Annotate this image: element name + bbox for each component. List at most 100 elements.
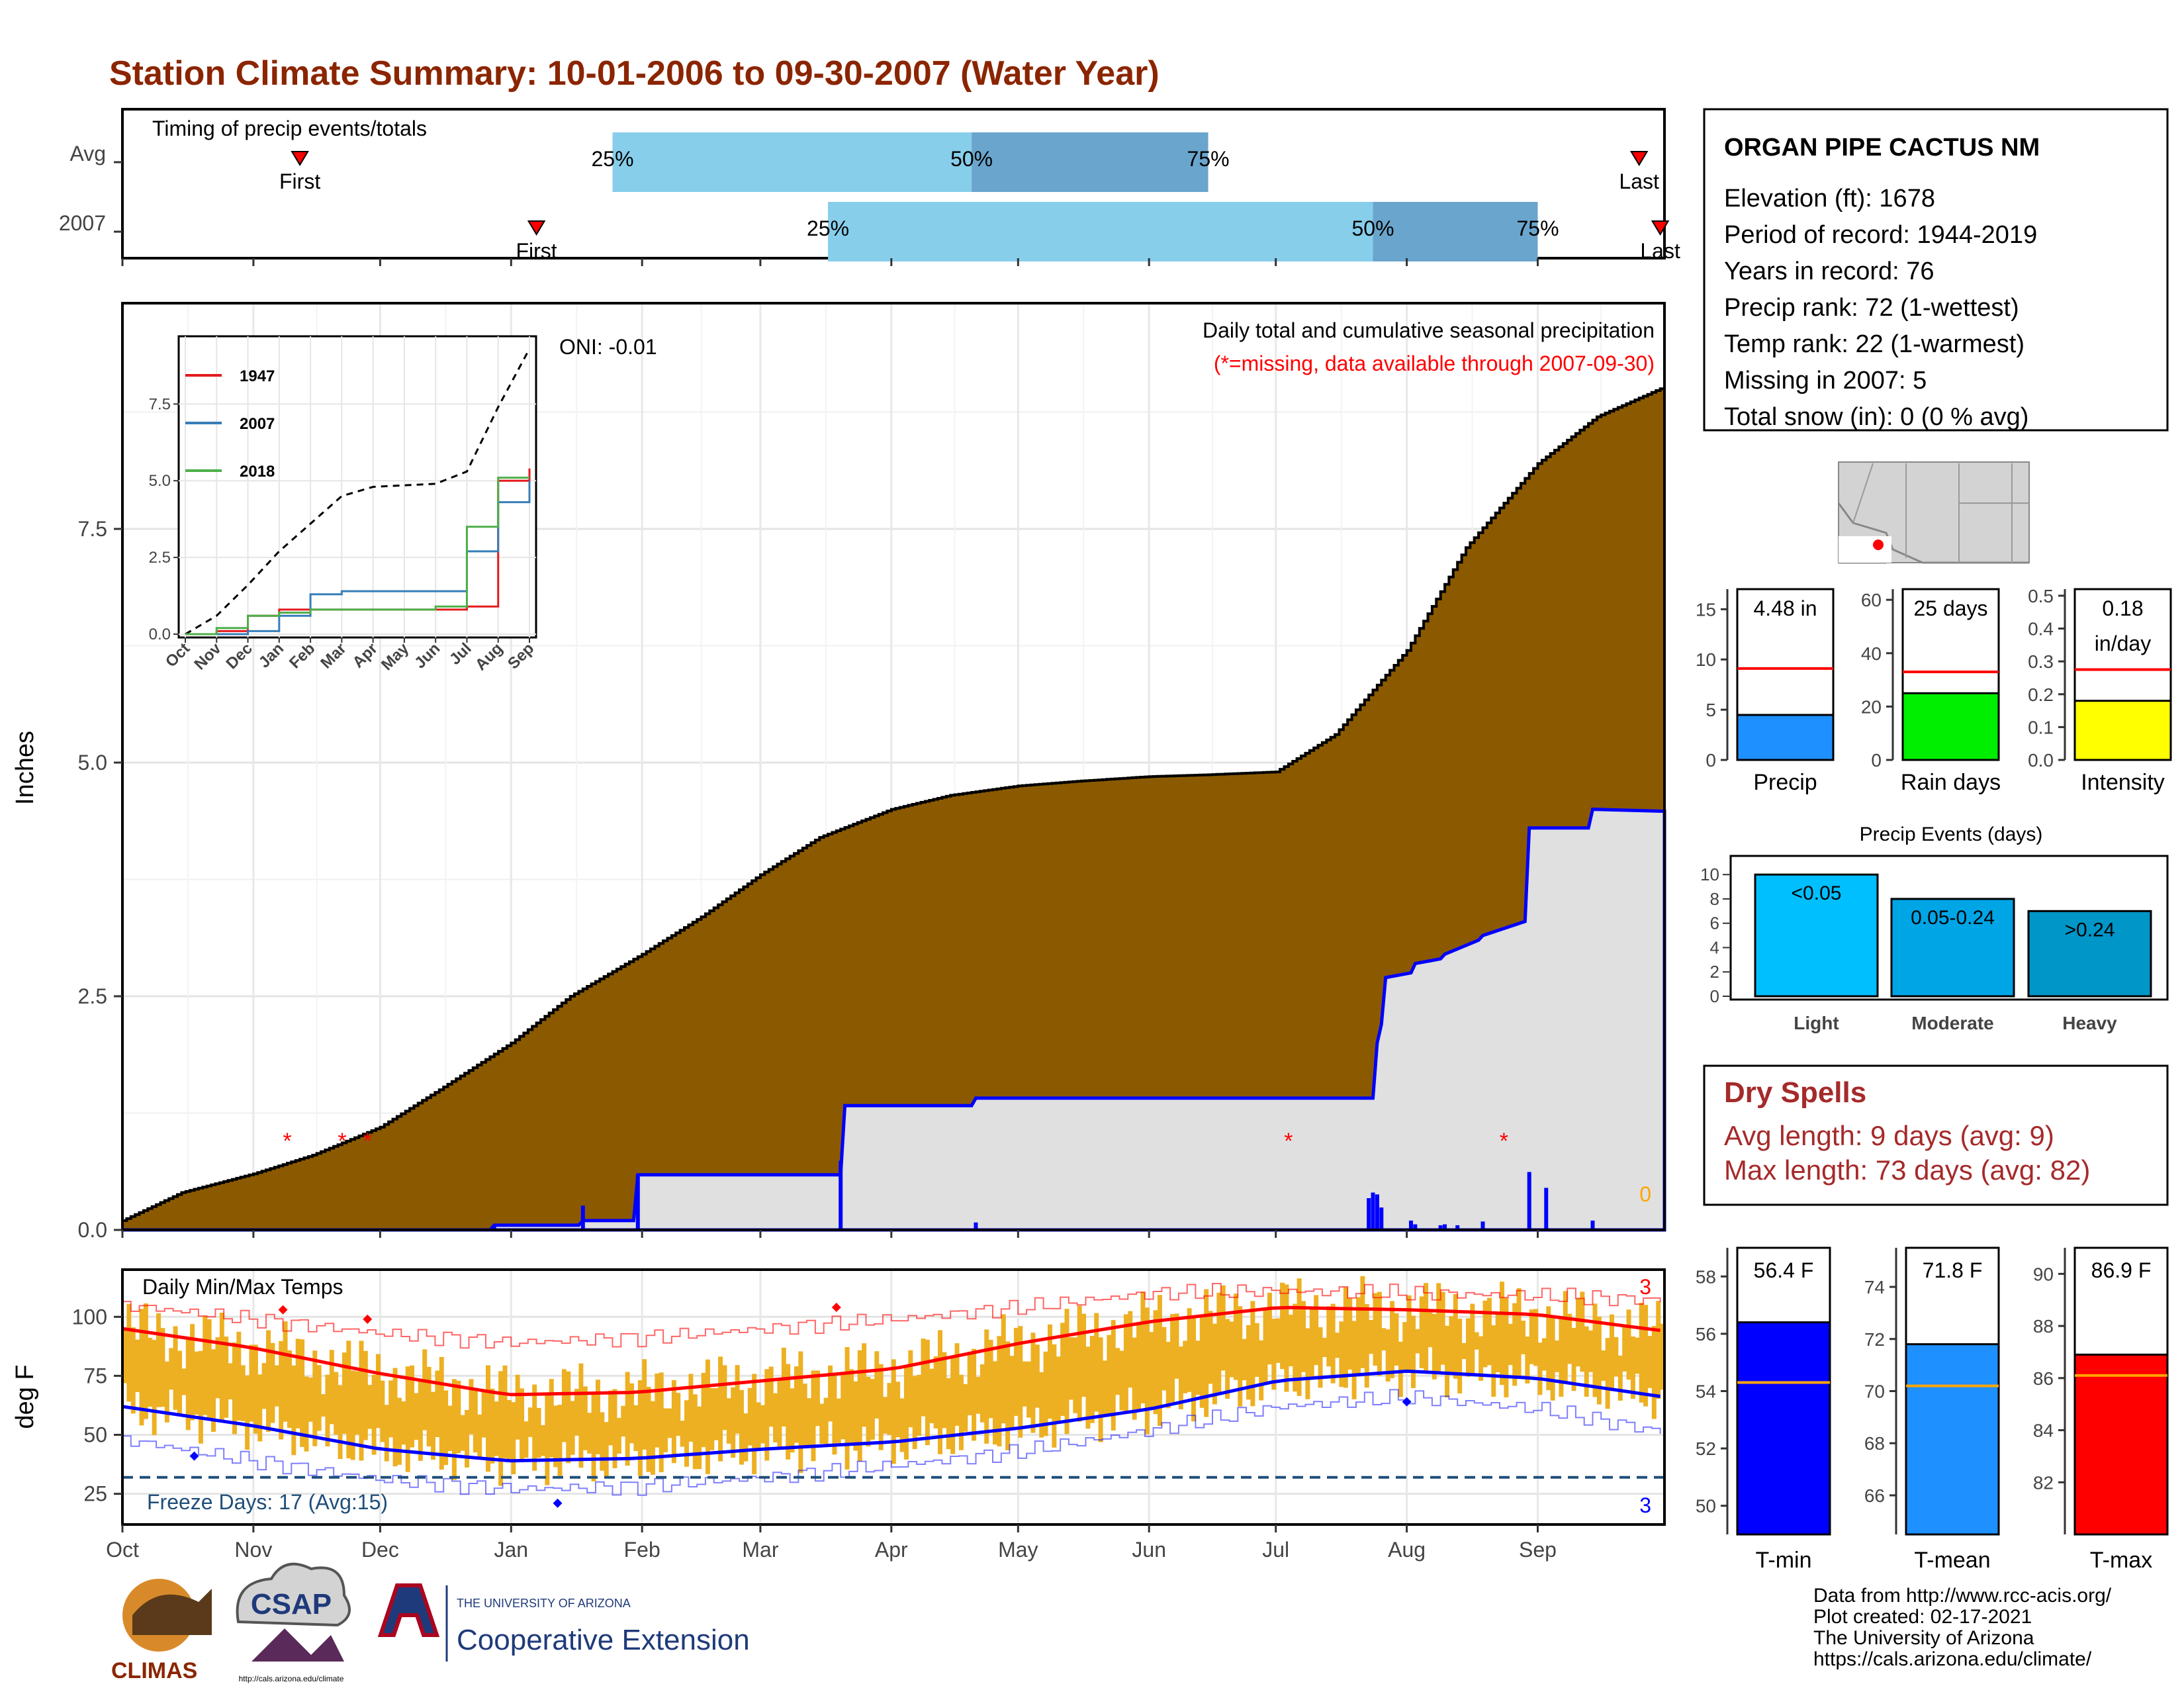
temp-range-bar (1022, 1361, 1027, 1407)
temp-range-bar (274, 1365, 279, 1407)
temp-range-bar (963, 1383, 968, 1432)
tempbar-tick-label: 86 (2033, 1368, 2054, 1389)
temp-range-bar (604, 1422, 609, 1477)
temp-range-bar (203, 1316, 208, 1415)
mini-tick-label: 0.4 (2028, 619, 2054, 639)
credit-url: https://cals.arizona.edu/climate/ (1813, 1648, 2092, 1670)
events-category-label: Heavy (2062, 1013, 2117, 1033)
temp-range-bar (1178, 1346, 1183, 1409)
temp-range-bar (1161, 1327, 1167, 1391)
temp-range-bar (841, 1373, 846, 1440)
record-high-marker (363, 1314, 373, 1324)
temp-range-bar (1614, 1336, 1619, 1377)
temp-range-bar (862, 1343, 867, 1427)
temp-range-bar (1263, 1309, 1268, 1383)
temp-range-bar (422, 1349, 428, 1430)
record-max-count: 3 (1639, 1275, 1651, 1299)
temp-range-bar (1326, 1306, 1332, 1367)
temp-range-bar (1288, 1315, 1293, 1367)
temp-range-bar (1271, 1319, 1277, 1390)
temp-range-bar (1018, 1326, 1023, 1438)
temp-range-bar (1529, 1309, 1534, 1364)
station-stat-line: Elevation (ft): 1678 (1724, 185, 1935, 212)
temp-range-bar (798, 1351, 803, 1474)
temp-range-bar (1153, 1310, 1158, 1415)
temp-range-bar (240, 1365, 246, 1421)
temp-range-bar (1301, 1301, 1306, 1372)
temp-range-bar (1073, 1337, 1078, 1413)
temp-range-bar (481, 1390, 486, 1438)
mini-value-text: 4.48 in (1753, 596, 1817, 620)
temp-range-bar (1555, 1340, 1560, 1372)
temp-range-bar (1068, 1337, 1073, 1400)
events-tick-label: 2 (1710, 962, 1719, 982)
mini-tick-label: 0.1 (2028, 717, 2054, 737)
precip-ytick-label: 2.5 (78, 984, 107, 1008)
inset-series-line (185, 481, 531, 635)
temp-range-bar (895, 1382, 901, 1438)
temp-line (122, 1369, 1661, 1463)
temp-range-bar (815, 1370, 820, 1427)
temp-range-bar (1085, 1346, 1091, 1429)
temp-range-bar (1461, 1342, 1467, 1360)
temp-range-bar (1343, 1287, 1348, 1388)
temp-range-bar (1626, 1309, 1631, 1380)
temp-range-bar (279, 1340, 284, 1440)
mini-tick-label: 0.5 (2028, 586, 2054, 606)
temp-range-bar (545, 1394, 550, 1485)
climas-logo-text: CLIMAS (111, 1658, 197, 1683)
credit-source: Data from http://www.rcc-acis.org/ (1813, 1585, 2112, 1607)
temp-range-bar (371, 1374, 377, 1455)
mini-tick-label: 40 (1861, 643, 1882, 664)
temp-range-bar (857, 1350, 862, 1462)
temp-range-bar (823, 1397, 829, 1444)
temp-range-bar (1107, 1335, 1112, 1416)
temp-range-bar (561, 1369, 567, 1442)
temp-range-bar (722, 1365, 727, 1430)
temp-range-bar (1639, 1303, 1644, 1403)
temp-range-bar (1132, 1337, 1137, 1420)
temp-range-bar (1284, 1284, 1289, 1392)
temp-range-bar (1246, 1325, 1251, 1400)
tempbar-tick-label: 56 (1696, 1324, 1716, 1344)
tempbar-label: T-min (1756, 1548, 1812, 1573)
mini-tick-label: 0 (1706, 750, 1716, 771)
temp-range-bar (1001, 1314, 1006, 1424)
mini-tick-label: 0.2 (2028, 684, 2054, 705)
mini-charts: 0 5 10 15 4.48 in Precip 0 20 40 60 25 days Rain da… (1696, 586, 2172, 795)
timing-label-25: 25% (591, 147, 633, 171)
temp-range-bar (1559, 1317, 1564, 1397)
daily-precip-bar (1379, 1207, 1384, 1230)
tempbar-value-text: 71.8 F (1923, 1258, 1983, 1282)
temp-range-bar (1191, 1317, 1197, 1422)
tempbar-value-text: 86.9 F (2091, 1258, 2152, 1282)
events-category-label: Light (1794, 1013, 1839, 1033)
temp-range-bar (773, 1393, 778, 1442)
temp-range-bar (553, 1405, 559, 1468)
temp-range-bar (1508, 1323, 1513, 1366)
daily-precip-bars (492, 1160, 1595, 1230)
temp-range-bar (764, 1369, 770, 1461)
dry-spells-avg: Avg length: 9 days (avg: 9) (1724, 1120, 2054, 1151)
month-label: Sep (1519, 1538, 1557, 1562)
temp-range-bar (135, 1339, 140, 1392)
inset-legend: 1947 2007 2018 (185, 367, 275, 481)
mini-label: Rain days (1901, 770, 2001, 795)
temp-range-bar (1309, 1307, 1314, 1380)
temp-range-bar (261, 1363, 267, 1409)
temp-range-bar (355, 1371, 360, 1435)
temp-range-bar (866, 1376, 871, 1447)
temp-range-bar (1140, 1291, 1146, 1404)
ua-a-icon (377, 1583, 440, 1637)
temp-range-bar (1453, 1293, 1458, 1379)
missing-marker: * (338, 1129, 346, 1154)
daily-precip-bar (1527, 1172, 1531, 1230)
temp-range-bar (655, 1373, 660, 1448)
temp-range-bar (709, 1388, 715, 1450)
temp-range-bar (870, 1379, 875, 1440)
temp-range-bar (688, 1374, 694, 1442)
temp-range-bar (1330, 1303, 1336, 1383)
mini-label: Intensity (2081, 770, 2165, 795)
record-min-count: 3 (1639, 1493, 1651, 1517)
